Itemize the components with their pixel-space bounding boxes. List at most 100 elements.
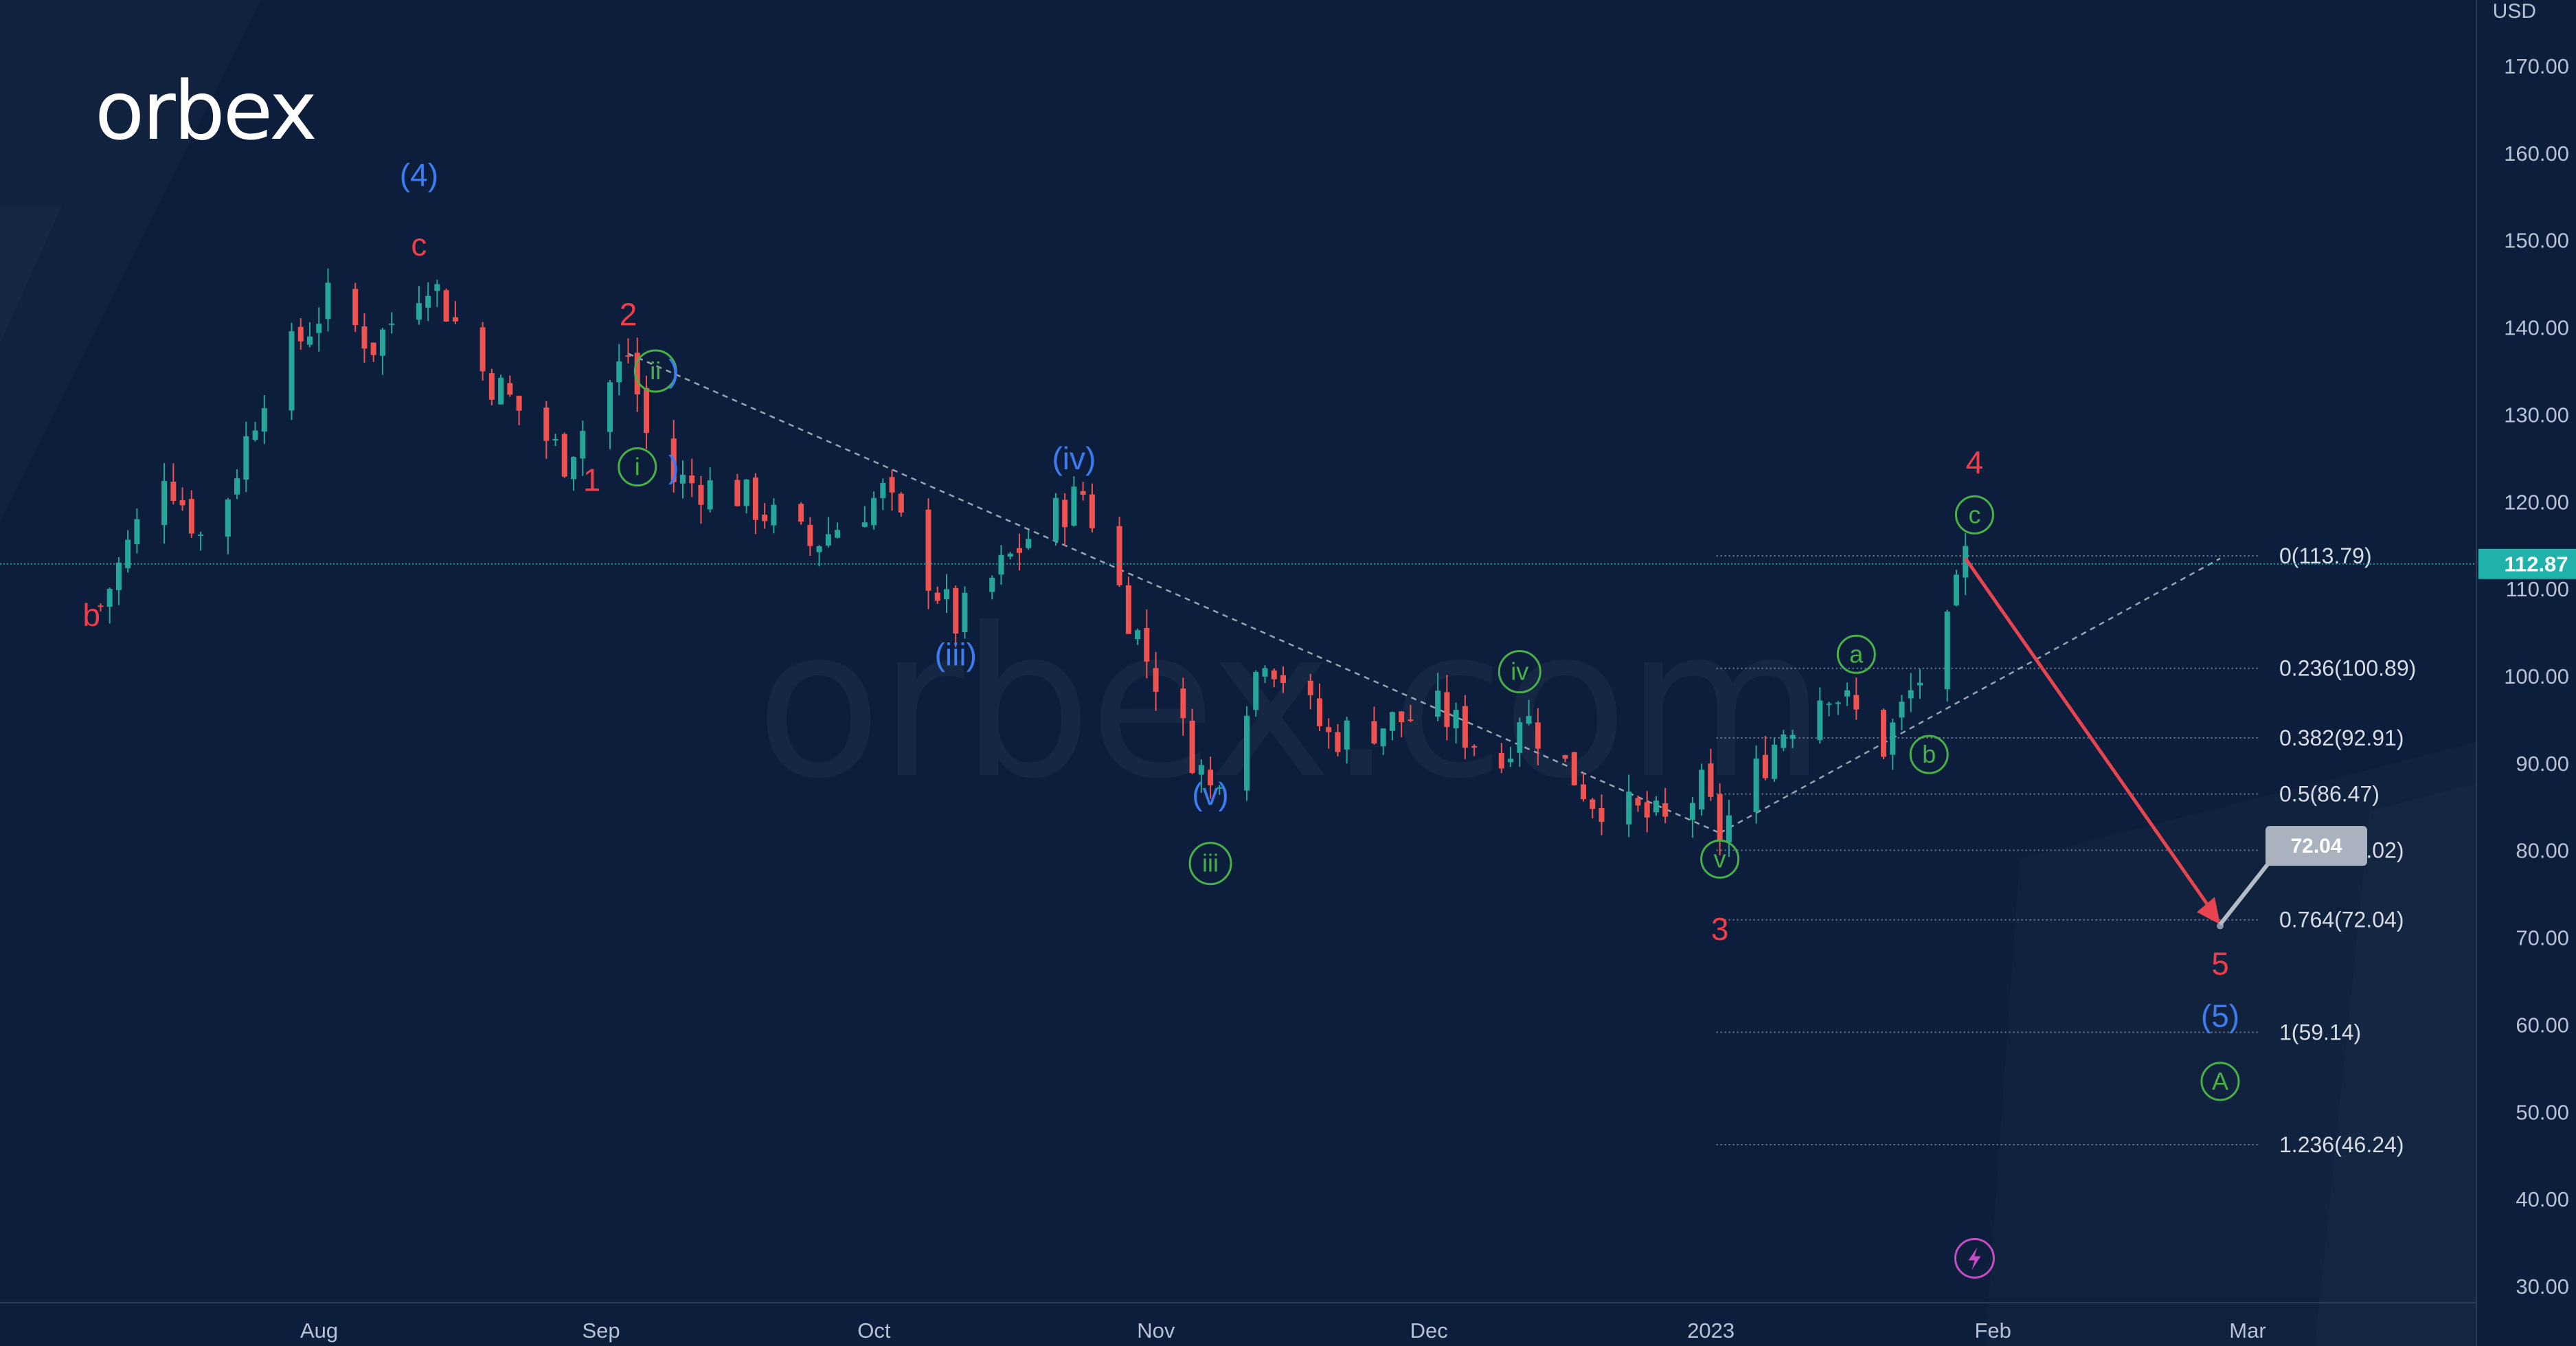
candle-body	[1789, 734, 1796, 739]
time-tick-label: Dec	[1410, 1319, 1448, 1343]
candle-body	[734, 480, 741, 506]
price-tick-label: 80.00	[2516, 839, 2569, 863]
trendlines	[628, 352, 2221, 834]
projection-arrow: 72.04	[1964, 557, 2367, 930]
candle-body	[807, 524, 813, 546]
candle-body	[670, 438, 677, 482]
candle-body	[698, 484, 704, 505]
alert-icon-bolt	[1968, 1247, 1981, 1270]
candle-body	[1016, 548, 1022, 553]
candle-body	[1389, 712, 1395, 731]
candle-body	[752, 477, 758, 520]
candle-body	[1781, 734, 1787, 748]
candle-body	[1271, 670, 1277, 680]
time-tick-label: Nov	[1137, 1319, 1175, 1343]
wave-label-circle	[633, 349, 677, 393]
candle-body	[816, 546, 822, 552]
price-tick-label: 100.00	[2504, 664, 2569, 688]
price-tick-label: 70.00	[2516, 926, 2569, 950]
wave-label: iv	[1511, 658, 1528, 686]
wave-label-circle	[1700, 839, 1740, 879]
projection-arrow-head	[2197, 897, 2220, 925]
wave-label: (iii)	[935, 636, 977, 672]
candle-body	[1316, 698, 1322, 726]
candle-body	[1335, 732, 1341, 752]
candle-body	[1198, 765, 1204, 775]
time-tick-label: Sep	[582, 1319, 620, 1343]
price-tick-label: 140.00	[2504, 316, 2569, 340]
candle-body	[871, 497, 877, 526]
candle-body	[1717, 794, 1723, 840]
candle-body	[1963, 546, 1969, 578]
candle-body	[1408, 719, 1414, 721]
price-axis-currency: USD	[2492, 0, 2536, 23]
candle-body	[1762, 754, 1768, 778]
price-tick-label: 40.00	[2516, 1187, 2569, 1211]
candle-body	[225, 500, 231, 537]
candle-body	[443, 290, 449, 322]
time-tick-label: Feb	[1974, 1319, 2011, 1343]
candle-body	[1208, 770, 1214, 785]
wave-label: a	[1849, 640, 1864, 668]
wave-label: (4)	[400, 157, 438, 193]
candle-body	[179, 500, 185, 506]
candle-body	[1581, 784, 1587, 800]
candle-body	[452, 317, 458, 322]
candle-body	[125, 539, 131, 568]
candle-body	[1908, 690, 1914, 699]
candle-body	[1399, 711, 1405, 723]
wave-label: 5	[2211, 946, 2229, 982]
candle-body	[1144, 627, 1150, 662]
trendline	[1719, 557, 2221, 834]
alert-icon	[1954, 1237, 1995, 1279]
candle-body	[625, 355, 631, 357]
candle-body	[488, 373, 495, 400]
wave-label-circle	[1498, 650, 1541, 694]
candle-body	[1944, 612, 1950, 690]
wave-label-circle	[1836, 634, 1876, 674]
candle-body	[679, 475, 686, 484]
candle-body	[379, 329, 385, 356]
candle-body	[361, 326, 368, 349]
candle-body	[1626, 792, 1632, 825]
candle-body	[1644, 802, 1650, 818]
fib-level-label: 1(59.14)	[2279, 1020, 2361, 1044]
candle-body	[1089, 494, 1095, 528]
candle-body	[1435, 691, 1441, 717]
wave-label: iii	[1202, 849, 1219, 877]
candle-body	[1244, 715, 1250, 791]
candle-body	[316, 324, 322, 333]
candle-body	[1153, 668, 1159, 692]
candle-body	[1708, 763, 1714, 797]
candle-body	[898, 493, 904, 513]
candle-body	[188, 499, 194, 534]
candle-body	[1080, 491, 1086, 495]
wave-label: b	[1922, 740, 1936, 768]
candle-body	[962, 592, 968, 632]
candle-body	[1535, 722, 1541, 749]
candle-body	[1116, 526, 1122, 585]
candle-body	[1380, 728, 1386, 747]
candle-body	[1052, 497, 1059, 541]
projection-arrow-line	[1964, 557, 2217, 916]
current-price-tag-bg	[2478, 548, 2576, 579]
candle-body	[1526, 716, 1532, 724]
candle-body	[835, 530, 841, 538]
candle-body	[1326, 727, 1332, 732]
candle-body	[1881, 709, 1887, 757]
candle-body	[580, 431, 586, 459]
candle-body	[561, 434, 567, 477]
candle-body	[689, 475, 695, 484]
candle-body	[989, 577, 995, 592]
candle-body	[861, 522, 868, 527]
wave-label: (iv)	[1052, 440, 1096, 476]
candle-body	[507, 383, 513, 395]
candle-body	[1899, 702, 1905, 718]
candle-body	[352, 289, 359, 326]
fib-level-label: 0.382(92.91)	[2279, 726, 2404, 750]
candle-body	[243, 436, 249, 480]
candle-body	[1598, 808, 1605, 822]
candle-body	[1026, 539, 1032, 548]
